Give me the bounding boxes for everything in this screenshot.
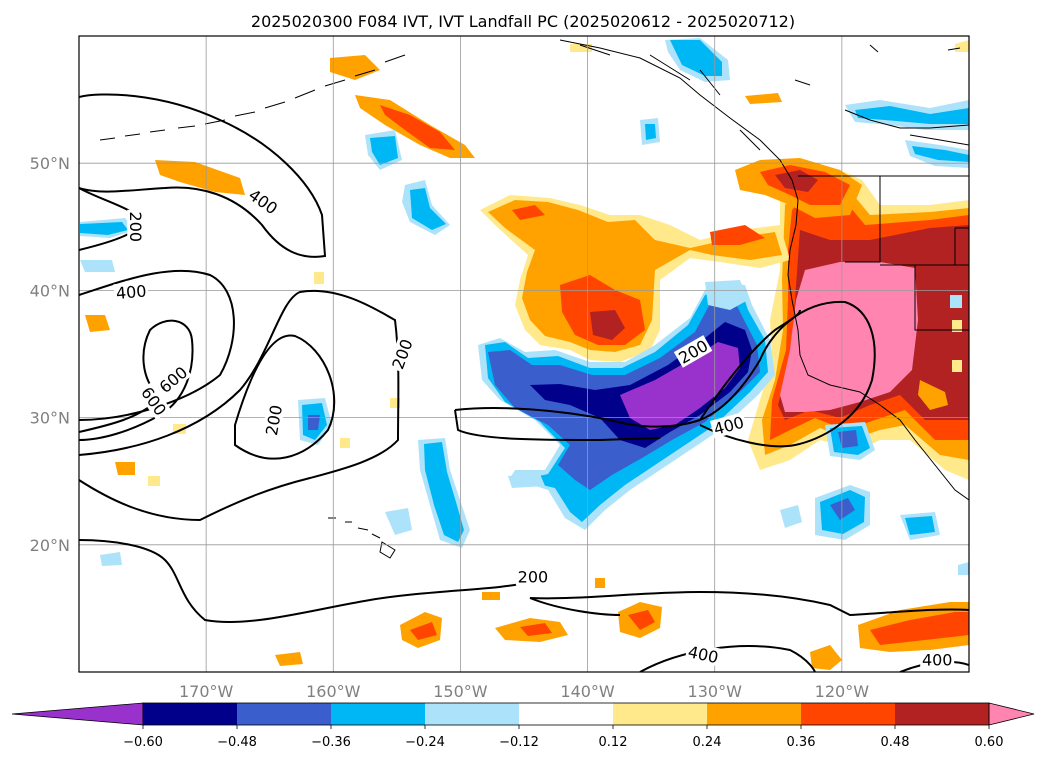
colorbar-tick-label: 0.48 [881,735,910,750]
latitude-tick-labels: 50°N 40°N 30°N 20°N [30,154,70,555]
colorbar-bin [801,703,895,725]
colorbar-tick-label: −0.24 [405,735,445,750]
contour-label: 200 [126,209,146,244]
lat-tick-label: 50°N [30,154,70,173]
contour-label: 400 [920,650,955,669]
strong-positive-pc-core [780,262,918,412]
colorbar-bin [143,703,237,725]
contour-label-text: 400 [922,650,953,669]
contour-label-text: 400 [115,281,147,303]
colorbar-bin [613,703,707,725]
colorbar-tick-label: −0.60 [123,735,163,750]
map-title: 2025020300 F084 IVT, IVT Landfall PC (20… [251,12,795,31]
map-frame [78,35,970,673]
contour-label: 200 [515,567,550,587]
colorbar-tick-label: 0.60 [975,735,1004,750]
lat-tick-label: 40°N [30,281,70,300]
colorbar-extend-low [11,702,144,726]
lon-tick-label: 170°W [179,682,234,701]
map-gridlines [79,36,969,672]
colorbar-tick-label: −0.36 [311,735,351,750]
ivt-contour-200-west [79,93,327,258]
longitude-tick-labels: 170°W 160°W 150°W 140°W 130°W 120°W [179,682,869,701]
colorbar-bin [519,703,613,725]
colorbar: −0.60 −0.48 −0.36 −0.24 −0.12 0.12 0.24 0.36 0.4… [11,702,1035,750]
colorbar-tick-label: −0.48 [217,735,257,750]
colorbar-tick-label: 0.12 [599,735,628,750]
colorbar-tick-label: 0.24 [693,735,722,750]
hawaii-islands [328,517,396,559]
colorbar-bin [237,703,331,725]
colorbar-extend-high [988,702,1035,726]
lon-tick-label: 160°W [306,682,361,701]
contour-label: 400 [684,641,722,667]
north-america-coastline [559,39,969,501]
colorbar-bin [425,703,519,725]
colorbar-tick-label: 0.36 [787,735,816,750]
state-lines [845,176,969,331]
strong-negative-pc-core [620,342,740,430]
lat-tick-label: 20°N [30,536,70,555]
colorbar-bin [707,703,801,725]
colorbar-bin [331,703,425,725]
lon-tick-label: 120°W [815,682,870,701]
lon-tick-label: 140°W [560,682,615,701]
lon-tick-label: 150°W [433,682,488,701]
contour-label: 200 [261,401,286,439]
coastlines [99,39,969,559]
ivt-contour-400-south [639,645,816,672]
contour-label: 400 [113,281,149,303]
aleutian-islands [99,54,406,141]
lon-tick-label: 130°W [688,682,743,701]
colorbar-tick-label: −0.12 [499,735,539,750]
contour-label-text: 200 [126,212,145,243]
colorbar-bin [895,703,989,725]
lat-tick-label: 30°N [30,409,70,428]
contour-label-text: 200 [518,568,549,587]
